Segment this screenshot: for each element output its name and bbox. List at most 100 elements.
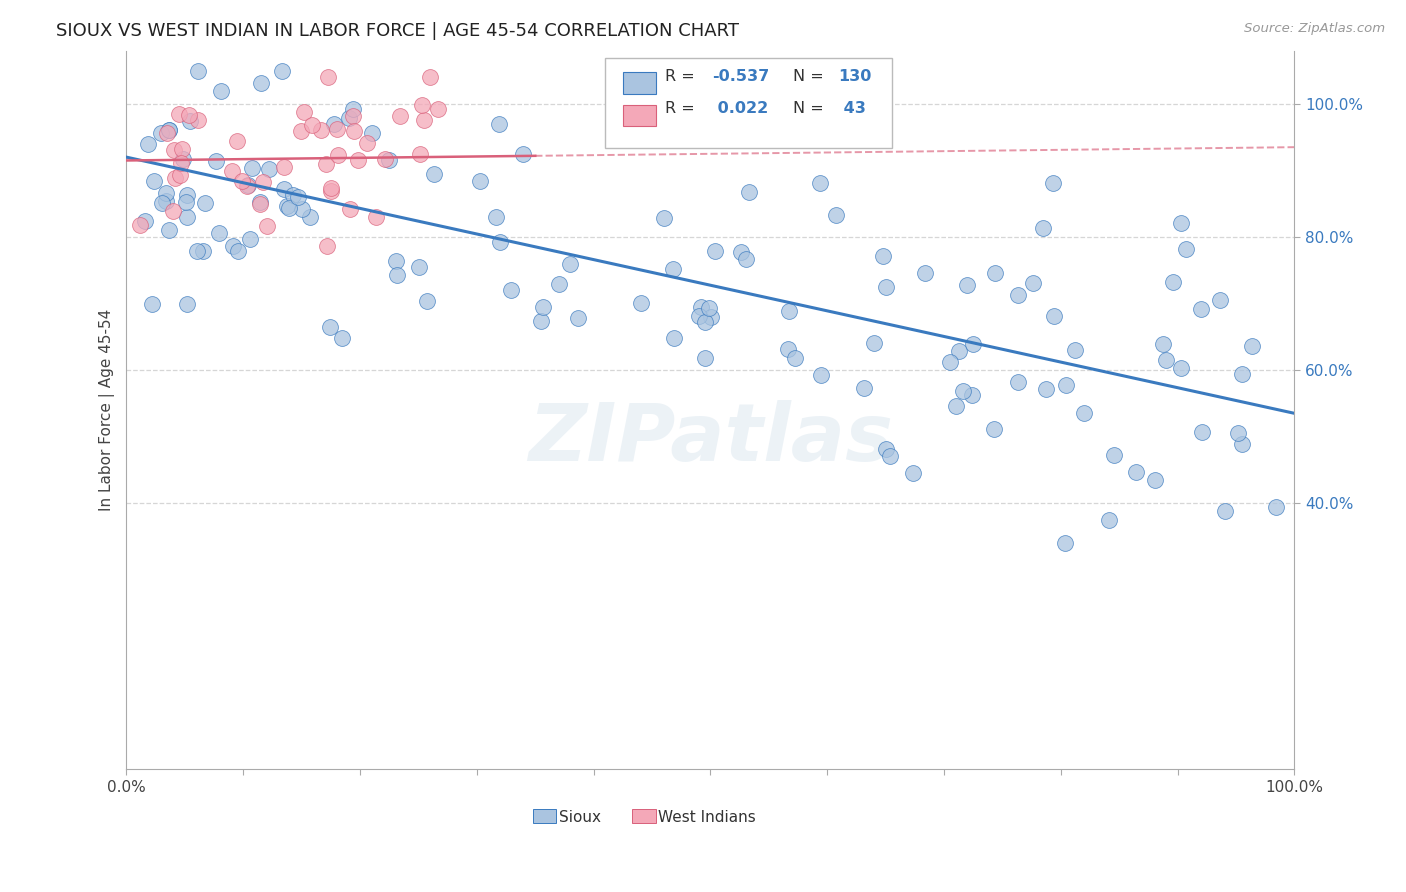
Point [169, 168, 191, 182]
Point [257, 162, 280, 177]
Point [489, 235, 512, 249]
Point [155, 186, 177, 200]
Point [488, 117, 510, 131]
Point [875, 280, 897, 294]
Point [699, 310, 721, 324]
Point [984, 267, 1007, 281]
Point [914, 266, 936, 280]
Point [852, 381, 875, 395]
Point [983, 422, 1005, 436]
Point [277, 201, 299, 215]
Point [356, 136, 378, 151]
Point [170, 155, 193, 169]
Point [960, 388, 983, 402]
Point [322, 117, 344, 131]
Point [337, 112, 360, 126]
Point [697, 301, 720, 315]
Point [150, 195, 173, 210]
Point [155, 194, 177, 208]
Point [276, 199, 298, 213]
Point [236, 178, 259, 193]
Point [939, 355, 962, 369]
Point [271, 63, 294, 78]
Point [652, 211, 675, 225]
Text: ZIPatlas: ZIPatlas [529, 400, 893, 478]
Point [374, 152, 396, 166]
Point [547, 277, 569, 291]
Point [128, 218, 150, 232]
Point [1264, 500, 1286, 514]
Point [176, 188, 198, 202]
Text: N =: N = [793, 101, 824, 116]
Point [730, 245, 752, 260]
Point [408, 260, 430, 274]
Point [194, 195, 217, 210]
Point [179, 108, 201, 122]
Point [945, 399, 967, 413]
Point [157, 123, 180, 137]
Point [1170, 361, 1192, 376]
Point [134, 214, 156, 228]
Point [155, 126, 177, 140]
Point [962, 337, 984, 351]
Point [1102, 448, 1125, 462]
Text: West Indians: West Indians [658, 810, 755, 825]
Point [1054, 377, 1077, 392]
Point [222, 238, 245, 252]
Point [281, 187, 304, 202]
Point [1022, 277, 1045, 291]
Point [149, 127, 172, 141]
Point [226, 244, 249, 258]
Point [1241, 339, 1264, 353]
Point [468, 174, 491, 188]
Point [875, 442, 897, 456]
Point [236, 178, 259, 193]
Point [252, 175, 274, 189]
Point [342, 109, 364, 123]
Y-axis label: In Labor Force | Age 45-54: In Labor Force | Age 45-54 [100, 309, 115, 511]
Point [387, 268, 409, 283]
Point [423, 167, 446, 181]
Point [1054, 536, 1077, 550]
Point [531, 300, 554, 314]
Point [319, 319, 342, 334]
Point [388, 109, 411, 123]
Point [309, 123, 332, 137]
Point [326, 121, 349, 136]
Point [690, 300, 713, 314]
Point [315, 157, 337, 171]
Point [169, 107, 191, 121]
FancyBboxPatch shape [633, 809, 655, 823]
Point [419, 70, 441, 85]
Point [273, 182, 295, 196]
Point [186, 244, 208, 259]
Point [862, 335, 884, 350]
Point [1035, 382, 1057, 396]
Point [316, 239, 339, 253]
Point [240, 161, 263, 175]
Point [499, 283, 522, 297]
Point [1215, 504, 1237, 518]
Point [347, 153, 370, 168]
Text: R =: R = [665, 69, 700, 84]
Point [157, 223, 180, 237]
Point [141, 296, 163, 310]
Text: 0.022: 0.022 [711, 101, 768, 116]
Point [287, 190, 309, 204]
FancyBboxPatch shape [606, 58, 891, 148]
Point [952, 384, 974, 399]
Point [366, 211, 388, 225]
Point [256, 219, 278, 234]
Point [172, 152, 194, 166]
Point [339, 202, 361, 217]
Point [662, 261, 685, 276]
Point [530, 314, 553, 328]
Point [808, 176, 831, 190]
Point [292, 105, 315, 120]
Point [776, 343, 799, 357]
Point [249, 194, 271, 209]
Point [737, 185, 759, 199]
Point [1209, 293, 1232, 308]
Point [316, 70, 339, 85]
Point [176, 194, 198, 209]
